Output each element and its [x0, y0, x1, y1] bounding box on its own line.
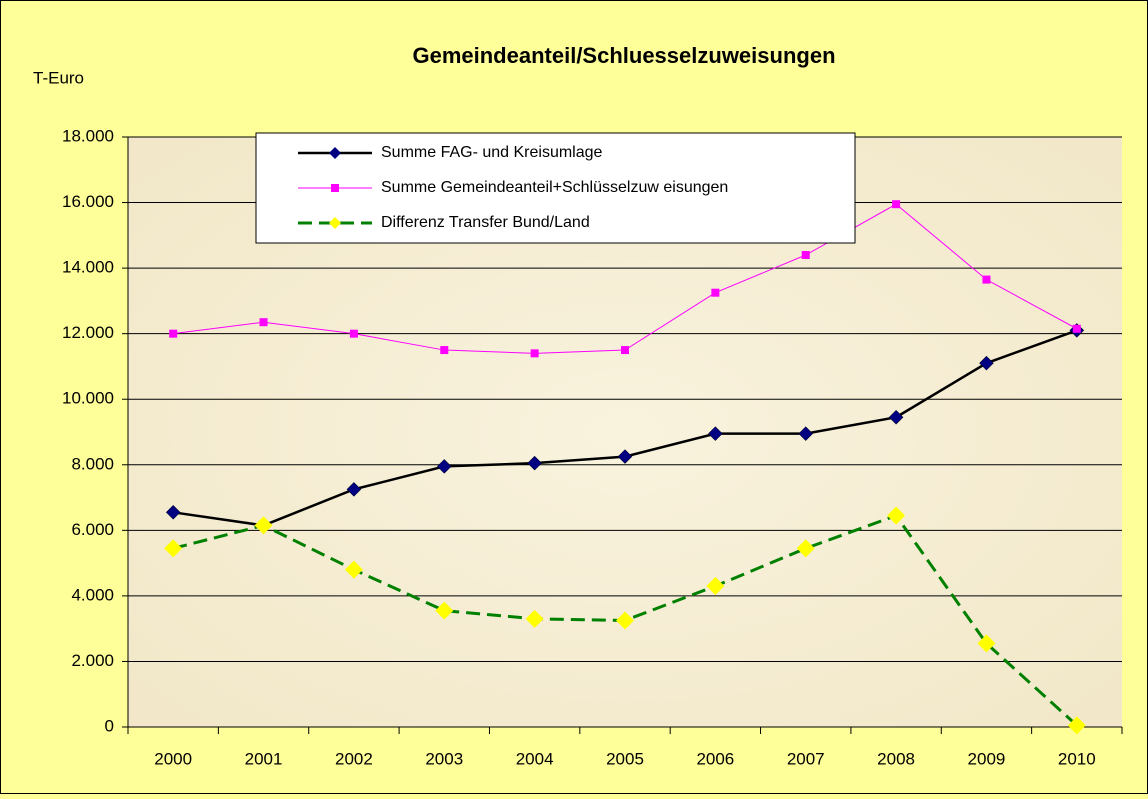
- legend-label: Differenz Transfer Bund/Land: [381, 214, 590, 231]
- marker: [887, 506, 906, 525]
- x-tick-label: 2002: [335, 749, 373, 768]
- marker: [708, 426, 723, 441]
- marker: [1072, 324, 1081, 333]
- y-tick-label: 12.000: [62, 323, 114, 342]
- marker: [621, 346, 629, 355]
- marker: [530, 349, 539, 358]
- marker: [801, 251, 810, 259]
- y-tick-label: 10.000: [62, 389, 114, 408]
- marker: [440, 346, 449, 355]
- marker: [346, 482, 362, 497]
- x-tick-label: 2010: [1058, 749, 1096, 768]
- marker: [165, 504, 181, 520]
- x-tick-label: 2007: [787, 749, 825, 768]
- legend-marker: [329, 217, 341, 229]
- marker: [706, 577, 725, 596]
- y-tick-label: 18.000: [62, 126, 114, 145]
- marker: [892, 200, 901, 209]
- marker: [527, 455, 542, 471]
- marker: [349, 329, 358, 338]
- marker: [617, 449, 633, 464]
- marker: [164, 539, 183, 558]
- marker: [977, 634, 996, 653]
- chart-title: Gemeindeanteil/Schluesselzuweisungen: [412, 43, 835, 68]
- marker: [982, 275, 991, 284]
- x-tick-label: 2008: [877, 749, 915, 768]
- marker: [169, 329, 178, 338]
- marker: [344, 560, 363, 579]
- y-tick-label: 8.000: [71, 454, 114, 473]
- y-tick-label: 14.000: [62, 258, 114, 277]
- x-tick-label: 2009: [968, 749, 1006, 768]
- marker: [435, 601, 454, 620]
- y-tick-label: 16.000: [62, 192, 114, 211]
- x-tick-label: 2004: [516, 749, 554, 768]
- marker: [888, 409, 904, 425]
- x-tick-label: 2003: [425, 749, 463, 768]
- marker: [979, 355, 994, 371]
- marker: [254, 516, 273, 535]
- y-tick-label: 4.000: [71, 585, 114, 604]
- marker: [259, 318, 268, 327]
- legend-marker: [329, 147, 341, 159]
- x-tick-label: 2005: [606, 749, 644, 768]
- y-tick-label: 0: [105, 716, 114, 735]
- y-axis-label: T-Euro: [33, 68, 84, 87]
- legend-marker: [331, 184, 339, 192]
- y-tick-label: 2.000: [71, 651, 114, 670]
- y-tick-label: 6.000: [71, 520, 114, 539]
- marker: [711, 288, 720, 297]
- legend-label: Summe Gemeindeanteil+Schlüsselzuw eisung…: [381, 179, 728, 196]
- marker: [436, 459, 452, 474]
- x-tick-label: 2006: [696, 749, 734, 768]
- x-tick-label: 2000: [154, 749, 192, 768]
- marker: [616, 611, 634, 630]
- x-tick-label: 2001: [245, 749, 283, 768]
- marker: [798, 426, 814, 441]
- marker: [525, 609, 544, 628]
- marker: [796, 539, 815, 558]
- legend-label: Summe FAG- und Kreisumlage: [381, 144, 603, 161]
- marker: [1067, 716, 1086, 735]
